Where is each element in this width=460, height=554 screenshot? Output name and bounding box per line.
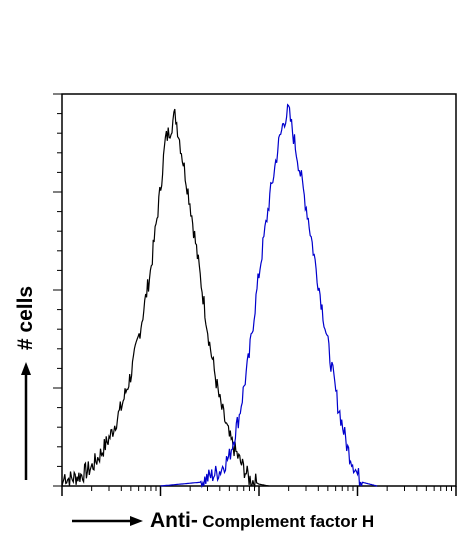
- xlabel-arrow-head: [130, 516, 143, 526]
- y-axis-label: # cells: [6, 268, 46, 368]
- series-line-1: [61, 108, 270, 488]
- series-line-2: [160, 103, 378, 489]
- series-lines: [61, 103, 378, 489]
- y-axis-ticks: [53, 93, 62, 487]
- x-axis-label: Anti- Complement factor H: [150, 509, 374, 533]
- ylabel-arrow-head: [21, 362, 31, 375]
- plot-frame: [61, 93, 457, 487]
- x-axis-label-prefix: Anti-: [150, 509, 198, 532]
- x-axis-ticks: [61, 486, 457, 496]
- x-axis-label-main: Complement factor H: [202, 512, 375, 531]
- y-axis-label-text: # cells: [14, 285, 37, 351]
